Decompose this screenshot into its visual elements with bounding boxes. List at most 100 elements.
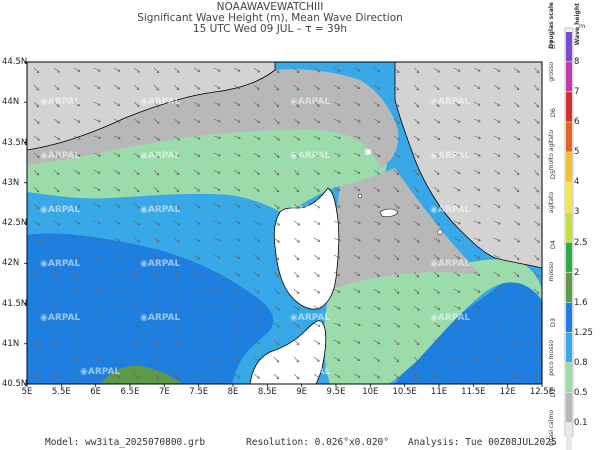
direction-arrow (393, 67, 400, 73)
direction-arrow (73, 118, 81, 123)
direction-arrow (413, 220, 420, 226)
direction-arrow (193, 254, 200, 260)
douglas-label: poco mosso (548, 340, 555, 376)
direction-arrow (413, 339, 420, 346)
direction-arrow (73, 322, 81, 327)
direction-arrow (273, 152, 280, 158)
direction-arrow (513, 220, 521, 226)
direction-arrow (33, 169, 39, 176)
direction-arrow (433, 339, 440, 345)
direction-arrow (133, 254, 140, 260)
direction-arrow (213, 288, 221, 293)
lat-label: 40.5N (2, 379, 28, 389)
colorbar-level-label: 1.25 (574, 327, 593, 338)
lon-label: 6.5E (120, 387, 140, 397)
colorbar-level-label: 6 (574, 117, 580, 128)
direction-arrow (173, 271, 180, 278)
direction-arrow (293, 152, 300, 158)
direction-arrow (473, 305, 481, 310)
direction-arrow (233, 373, 241, 378)
direction-arrow (393, 373, 400, 380)
direction-arrow (313, 101, 320, 107)
direction-arrow (273, 186, 280, 193)
direction-arrow (373, 135, 381, 140)
direction-arrow (493, 152, 501, 157)
direction-arrow (413, 237, 420, 243)
direction-arrow (473, 339, 481, 344)
lat-label: 43N (2, 177, 20, 188)
direction-arrow (493, 339, 501, 344)
direction-arrow (373, 288, 381, 294)
direction-arrow (233, 203, 241, 208)
direction-arrow (533, 152, 540, 158)
direction-arrow (313, 373, 320, 379)
direction-arrow (53, 84, 60, 91)
direction-arrow (413, 101, 420, 108)
direction-arrow (53, 118, 60, 124)
direction-arrow (333, 288, 341, 293)
direction-arrow (513, 339, 520, 345)
direction-arrow (533, 135, 540, 141)
direction-arrow (33, 339, 40, 346)
colorbar-swatch (566, 92, 572, 122)
direction-arrow (473, 288, 481, 293)
direction-arrow (173, 84, 180, 91)
direction-arrow (293, 67, 300, 73)
direction-arrow (193, 152, 201, 157)
direction-arrow (53, 305, 61, 311)
colorbar-level-label: 0.5 (574, 387, 588, 398)
direction-arrow (73, 356, 80, 362)
direction-arrow (333, 339, 341, 344)
direction-arrow (313, 305, 321, 310)
direction-arrow (393, 254, 400, 261)
direction-arrow (513, 271, 520, 278)
direction-arrow (133, 373, 140, 379)
direction-arrow (453, 339, 461, 344)
land-elba (379, 208, 399, 218)
direction-arrow (173, 67, 180, 73)
direction-arrow (153, 373, 160, 380)
direction-arrow (493, 305, 501, 310)
colorbar-swatch (566, 212, 572, 242)
direction-arrow (293, 271, 299, 278)
direction-arrow (53, 220, 61, 226)
direction-arrow (373, 118, 381, 123)
direction-arrow (513, 84, 520, 91)
direction-arrow (113, 271, 120, 277)
direction-arrow (133, 356, 140, 363)
lon-label: 11.5E (461, 387, 486, 397)
direction-arrow (53, 67, 60, 73)
direction-arrow (413, 305, 420, 311)
direction-arrow (273, 118, 280, 124)
direction-arrow (233, 322, 241, 327)
direction-arrow (153, 152, 160, 158)
wave-band-0-1-0-5-north (27, 69, 399, 168)
lon-label: 7E (158, 387, 170, 397)
watermark-layer: ◉ARPAL ◉ARPAL ◉ARPAL ◉ARPAL ◉ARPAL ◉ARPAL ◉ARP… (40, 97, 470, 377)
direction-arrow (53, 373, 60, 379)
direction-arrow (433, 135, 441, 140)
douglas-code: D7 (549, 40, 557, 50)
direction-arrow (233, 339, 241, 344)
direction-arrow (233, 305, 241, 310)
lon-label: 5.5E (51, 387, 71, 397)
direction-arrow (253, 67, 260, 73)
direction-arrow (73, 84, 80, 90)
direction-arrow (73, 67, 81, 72)
direction-arrow (393, 237, 400, 243)
direction-arrow (313, 237, 321, 242)
direction-arrow (193, 118, 201, 123)
direction-arrow (353, 152, 361, 157)
direction-arrow (453, 186, 461, 192)
direction-arrow (493, 67, 501, 72)
direction-arrow (213, 220, 221, 225)
direction-arrow (353, 203, 361, 208)
direction-arrow (353, 84, 361, 89)
colorbar-swatch (566, 362, 572, 393)
direction-arrow (453, 118, 461, 123)
arpal-watermark: ◉ARPAL (140, 259, 180, 269)
direction-arrow (413, 135, 420, 141)
direction-arrow (113, 356, 120, 362)
direction-arrow (233, 237, 241, 242)
